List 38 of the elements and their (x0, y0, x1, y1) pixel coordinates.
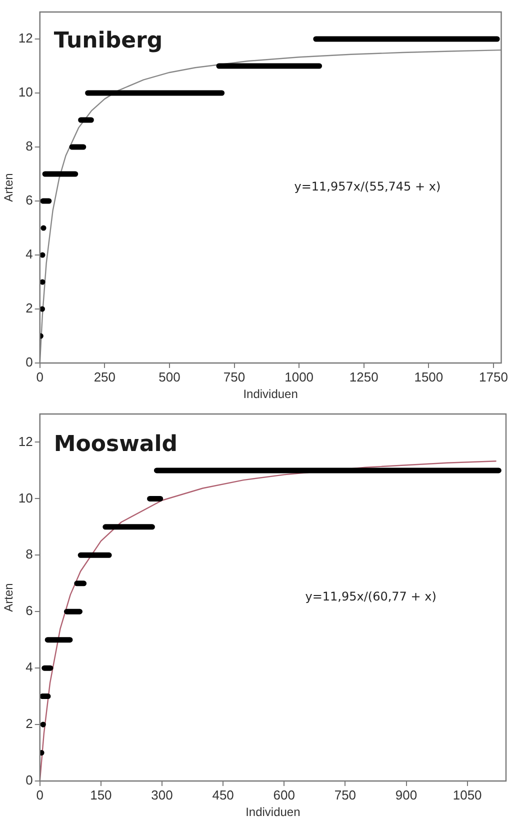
x-tick-label: 1000 (284, 369, 314, 384)
y-tick-label: 2 (26, 300, 33, 316)
x-tick-label: 1500 (414, 369, 444, 384)
x-tick-label: 1050 (452, 787, 482, 802)
y-tick-label: 6 (26, 192, 33, 208)
x-tick-label: 0 (36, 787, 44, 802)
x-tick-label: 750 (334, 787, 356, 802)
x-tick-label: 750 (223, 369, 246, 384)
y-tick-label: 12 (18, 434, 33, 449)
y-tick-label: 2 (26, 716, 33, 732)
x-tick-label: 0 (36, 369, 44, 384)
x-tick-label: 300 (151, 787, 173, 802)
x-tick-label: 500 (158, 369, 180, 384)
y-tick-label: 6 (26, 603, 33, 618)
x-tick-label: 150 (90, 787, 112, 802)
y-axis-title: Arten (2, 173, 16, 202)
x-tick-label: 1250 (349, 369, 378, 384)
y-tick-label: 8 (26, 546, 33, 562)
x-tick-label: 1750 (479, 369, 508, 384)
y-tick-label: 0 (26, 772, 33, 788)
y-tick-label: 4 (26, 246, 33, 262)
x-tick-label: 600 (273, 787, 295, 802)
annotation: y=11,957x/(55,745 + x) (294, 180, 441, 194)
y-tick-label: 10 (18, 490, 33, 506)
text: Tuniberg (54, 28, 163, 54)
y-tick-label: 0 (26, 354, 33, 370)
x-tick-label: 900 (395, 787, 418, 802)
x-tick-label: 250 (94, 369, 116, 384)
x-tick-label: 450 (212, 787, 234, 802)
y-tick-label: 12 (18, 30, 33, 46)
x-axis-title: Individuen (243, 387, 298, 402)
x-axis-title: Individuen (246, 805, 300, 820)
y-tick-label: 4 (26, 660, 33, 675)
annotation: y=11,95x/(60,77 + x) (305, 590, 436, 604)
y-axis-title: Arten (2, 583, 16, 612)
text: Mooswald (54, 432, 178, 457)
y-tick-label: 10 (18, 84, 33, 100)
y-tick-label: 8 (26, 138, 33, 154)
